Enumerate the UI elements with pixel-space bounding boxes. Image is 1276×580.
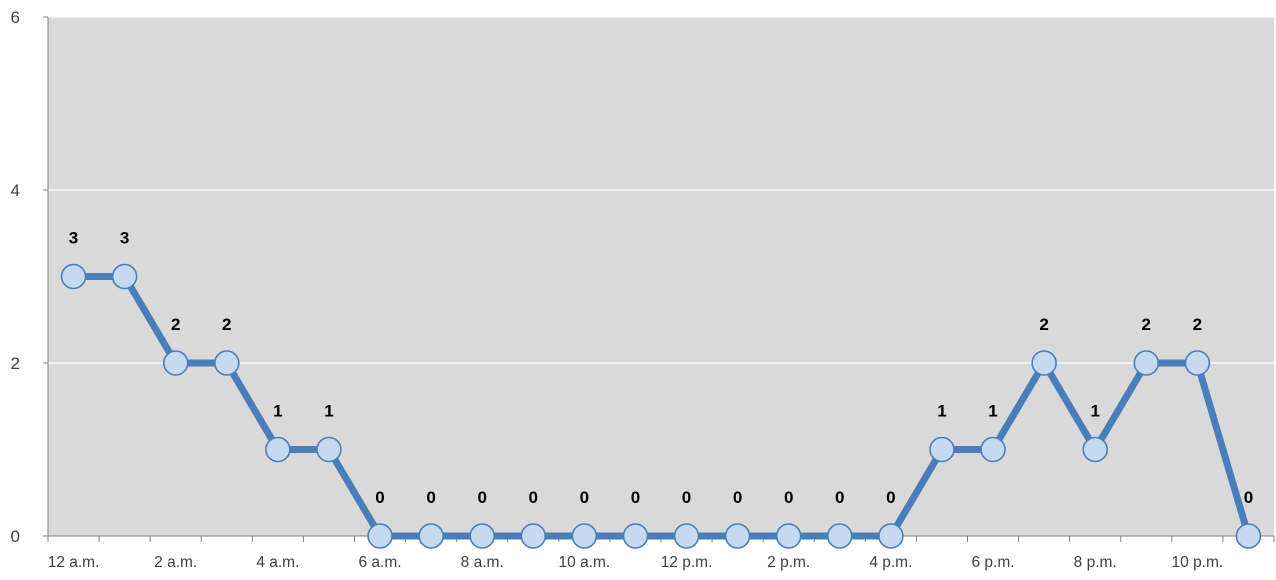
data-point-9	[520, 523, 547, 549]
x-tick-label: 4 p.m.	[869, 554, 912, 571]
data-point-2	[162, 350, 189, 376]
data-point-7	[418, 523, 444, 549]
data-point-14	[775, 523, 802, 549]
data-point-15	[826, 523, 853, 549]
data-label-12: 0	[682, 488, 691, 507]
y-tick-label-0: 0	[11, 527, 20, 546]
series-line	[70, 273, 1252, 540]
x-tick-label: 2 p.m.	[767, 554, 810, 571]
data-point-16	[878, 523, 904, 549]
data-label-9: 0	[529, 488, 538, 507]
data-label-15: 0	[835, 488, 844, 507]
x-tick-label: 10 p.m.	[1172, 554, 1224, 571]
data-point-10	[571, 523, 598, 549]
data-point-20	[1082, 436, 1109, 463]
data-label-10: 0	[580, 488, 589, 507]
x-tick-label: 8 p.m.	[1074, 554, 1117, 571]
data-point-19	[1031, 350, 1057, 376]
data-label-16: 0	[886, 488, 895, 507]
plot-area	[48, 17, 1274, 536]
data-label-18: 1	[988, 402, 997, 421]
x-tick-label: 2 a.m.	[154, 554, 197, 571]
data-point-3	[213, 350, 240, 376]
data-point-11	[622, 523, 649, 549]
data-point-6	[367, 523, 393, 549]
x-tick-label: 8 a.m.	[461, 554, 504, 571]
x-tick-label: 12 a.m.	[48, 554, 100, 571]
y-tick-label-6: 6	[11, 8, 20, 27]
data-point-5	[316, 436, 342, 463]
data-point-1	[111, 263, 138, 290]
data-label-21: 2	[1142, 315, 1151, 334]
y-tick-label-2: 2	[11, 354, 20, 373]
data-point-17	[929, 436, 955, 463]
data-point-4	[265, 436, 291, 463]
data-label-20: 1	[1090, 402, 1099, 421]
data-label-4: 1	[273, 402, 282, 421]
data-label-2: 2	[171, 315, 180, 334]
series-line-group	[70, 273, 1252, 540]
data-point-0	[60, 263, 87, 290]
data-label-22: 2	[1193, 315, 1202, 334]
data-label-13: 0	[733, 488, 742, 507]
x-tick-label: 4 a.m.	[256, 554, 299, 571]
x-tick-label: 10 a.m.	[559, 554, 611, 571]
x-tick-label: 6 a.m.	[359, 554, 402, 571]
x-tick-label: 12 p.m.	[661, 554, 713, 571]
data-label-17: 1	[937, 402, 946, 421]
data-label-0: 3	[69, 229, 78, 248]
data-point-13	[724, 523, 751, 549]
x-axis-tick-labels: 12 a.m. 2 a.m. 4 a.m. 6 a.m. 8 a.m. 10 a.m. 12…	[48, 554, 1224, 571]
data-labels: 3 3 2 2 1 1 0 0 0 0 0 0 0 0 0 0 0 1 1 2 1 2 2 0	[69, 229, 1253, 508]
data-point-23	[1235, 523, 1262, 549]
data-point-22	[1184, 350, 1211, 376]
data-label-6: 0	[375, 488, 384, 507]
x-tick-label: 6 p.m.	[972, 554, 1015, 571]
gridlines	[48, 16, 1274, 364]
data-point-12	[673, 523, 700, 549]
data-label-1: 3	[120, 229, 129, 248]
y-tick-label-4: 4	[11, 181, 20, 200]
data-point-21	[1133, 350, 1160, 376]
data-point-markers	[60, 263, 1262, 549]
data-label-11: 0	[631, 488, 640, 507]
data-point-18	[980, 436, 1006, 463]
data-label-8: 0	[477, 488, 486, 507]
data-label-14: 0	[784, 488, 793, 507]
y-axis-tick-labels: 0 2 4 6	[11, 8, 20, 546]
data-label-7: 0	[426, 488, 435, 507]
data-label-23: 0	[1244, 488, 1253, 507]
data-point-8	[469, 523, 496, 549]
data-label-3: 2	[222, 315, 231, 334]
data-label-5: 1	[324, 402, 333, 421]
data-label-19: 2	[1039, 315, 1048, 334]
